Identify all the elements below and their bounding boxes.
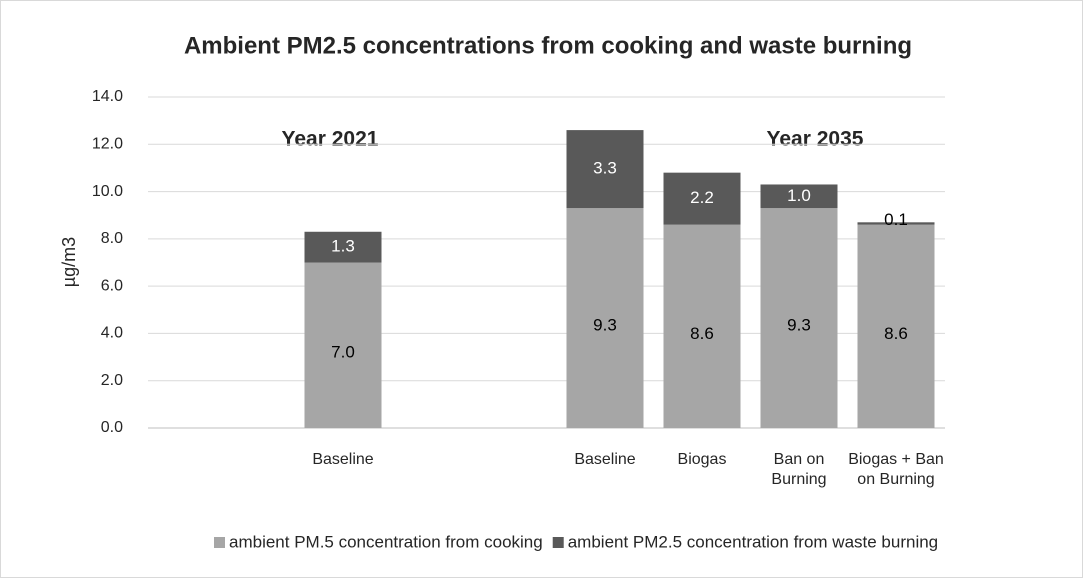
x-tick-label-box: Biogas + Ban on Burning (848, 451, 944, 488)
bar-segment (760, 184, 838, 209)
x-tick-label: Ban on Burning (771, 451, 827, 488)
bar-segment (857, 224, 935, 428)
legend-swatch (214, 537, 225, 548)
bar-segment (566, 208, 644, 428)
bar-segment (857, 222, 935, 225)
bar-segment (663, 224, 741, 428)
y-tick-label: 2.0 (101, 372, 123, 389)
data-label: 8.6 (884, 324, 908, 343)
y-tick-label: 12.0 (92, 136, 123, 153)
x-tick-label: Baseline (312, 451, 374, 468)
x-tick-label: Biogas (677, 451, 727, 468)
x-tick-label-box: Baseline (574, 451, 636, 468)
legend-swatch (552, 537, 564, 548)
data-label: 0.1 (884, 210, 908, 229)
x-tick-label-box: Biogas (677, 451, 727, 468)
y-tick-label: 14.0 (92, 88, 123, 105)
annotation: Year 2035 (767, 128, 864, 151)
chart-title: Ambient PM2.5 concentrations from cookin… (184, 32, 912, 59)
y-tick-label: 0.0 (101, 419, 123, 436)
x-tick-label: Baseline (574, 451, 636, 468)
x-tick-label-box: Ban on Burning (771, 451, 827, 488)
data-label: 9.3 (593, 316, 617, 335)
bar-segment (304, 231, 382, 263)
bar-segment (760, 208, 838, 428)
y-tick-label: 10.0 (92, 183, 123, 200)
data-label: 2.2 (690, 188, 714, 207)
data-label: 9.3 (787, 316, 811, 335)
data-label: 7.0 (331, 343, 355, 362)
data-label: 1.3 (331, 237, 355, 256)
x-tick-label: Biogas + Ban on Burning (848, 451, 944, 488)
data-label: 1.0 (787, 186, 811, 205)
bar-segment (304, 262, 382, 428)
y-tick-label: 8.0 (101, 230, 123, 247)
y-tick-label: 6.0 (101, 277, 123, 294)
data-label: 3.3 (593, 159, 617, 178)
legend-label: ambient PM2.5 concentration from waste b… (568, 532, 938, 551)
y-axis-label: µg/m3 (59, 237, 79, 287)
x-tick-label-box: Baseline (312, 451, 374, 468)
bar-segment (566, 130, 644, 209)
data-label: 8.6 (690, 324, 714, 343)
bar-segment (663, 172, 741, 225)
y-tick-label: 4.0 (101, 325, 123, 342)
legend-label: ambient PM.5 concentration from cooking (229, 532, 543, 551)
annotation: Year 2021 (282, 128, 379, 151)
